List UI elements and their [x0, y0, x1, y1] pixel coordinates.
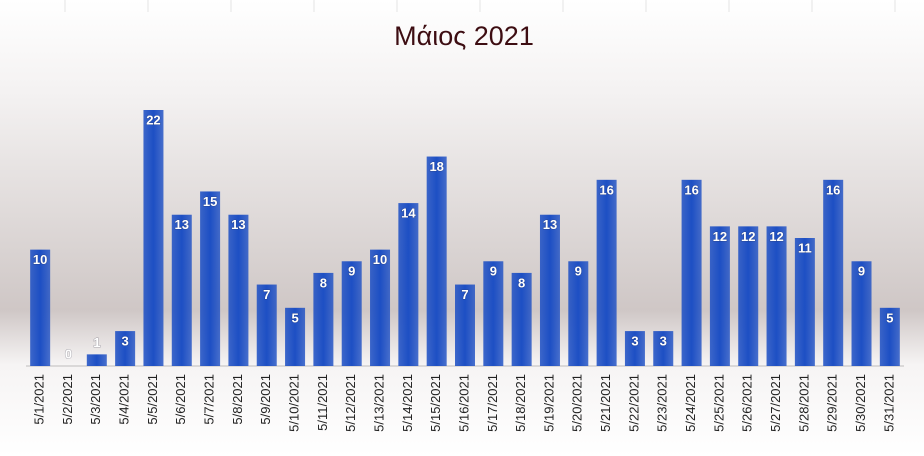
- x-tick-label: 5/27/2021: [768, 374, 783, 432]
- bar: [200, 191, 221, 366]
- bar: [115, 331, 136, 366]
- x-tick-label: 5/4/2021: [117, 374, 132, 425]
- value-label: 12: [741, 229, 755, 244]
- x-tick-label: 5/30/2021: [853, 374, 868, 432]
- bar: [285, 307, 306, 366]
- x-tick-label: 5/29/2021: [825, 374, 840, 432]
- x-tick-label: 5/6/2021: [173, 374, 188, 425]
- x-tick-label: 5/8/2021: [230, 374, 245, 425]
- bar: [313, 272, 334, 366]
- x-tick-label: 5/16/2021: [456, 374, 471, 432]
- bar: [30, 249, 51, 366]
- chart-title: Μάιος 2021: [394, 21, 534, 51]
- x-tick-label: 5/24/2021: [683, 374, 698, 432]
- value-label: 8: [320, 275, 327, 290]
- bar: [455, 284, 475, 366]
- value-label: 12: [769, 229, 783, 244]
- bar: [709, 226, 730, 366]
- value-label: 9: [575, 264, 582, 279]
- bar: [879, 307, 900, 366]
- bar: [398, 203, 419, 366]
- value-label: 3: [631, 334, 638, 349]
- value-label: 15: [203, 194, 217, 209]
- value-label: 16: [684, 182, 698, 197]
- x-tick-label: 5/5/2021: [145, 374, 160, 425]
- value-label: 22: [146, 112, 160, 127]
- value-label: 13: [175, 217, 189, 232]
- value-label: 11: [798, 240, 812, 255]
- x-tick-label: 5/9/2021: [258, 374, 273, 425]
- bar: [539, 214, 560, 366]
- bar: [370, 249, 391, 366]
- bar: [171, 214, 192, 366]
- bar: [766, 226, 787, 366]
- sheet-grid: [64, 0, 896, 12]
- x-tick-label: 5/7/2021: [202, 374, 217, 425]
- value-label: 7: [461, 287, 468, 302]
- x-tick-label: 5/3/2021: [88, 374, 103, 425]
- bar: [794, 238, 815, 366]
- x-tick-label: 5/23/2021: [655, 374, 670, 432]
- bar: [228, 214, 249, 366]
- bar: [511, 272, 532, 366]
- bar: [341, 261, 362, 366]
- x-tick-label: 5/21/2021: [598, 374, 613, 432]
- x-tick-label: 5/1/2021: [32, 374, 47, 425]
- value-label: 12: [713, 229, 727, 244]
- x-tick-label: 5/14/2021: [400, 374, 415, 432]
- value-label: 9: [858, 264, 865, 279]
- value-label: 9: [490, 264, 497, 279]
- value-label: 0: [65, 346, 72, 361]
- bar: [143, 110, 164, 366]
- bar: [624, 331, 645, 366]
- value-label: 13: [543, 217, 557, 232]
- value-label: 7: [263, 287, 270, 302]
- x-tick-label: 5/28/2021: [796, 374, 811, 432]
- value-label: 5: [886, 310, 893, 325]
- x-tick-label: 5/18/2021: [513, 374, 528, 432]
- value-label: 1: [93, 335, 100, 350]
- bar: [86, 354, 107, 366]
- x-tick-label: 5/13/2021: [371, 374, 386, 432]
- value-label: 5: [291, 310, 298, 325]
- x-tick-label: 5/2/2021: [60, 374, 75, 425]
- bar: [681, 179, 702, 366]
- x-tick-label: 5/25/2021: [711, 374, 726, 432]
- bar: [426, 156, 447, 366]
- bar: [653, 331, 674, 366]
- value-label: 9: [348, 264, 355, 279]
- x-tick-label: 5/31/2021: [881, 374, 896, 432]
- value-label: 14: [401, 206, 416, 221]
- x-tick-label: 5/15/2021: [428, 374, 443, 432]
- value-label: 10: [33, 252, 47, 267]
- x-tick-label: 5/22/2021: [626, 374, 641, 432]
- x-tick-label: 5/10/2021: [287, 374, 302, 432]
- value-label: 3: [660, 334, 667, 349]
- bar: [596, 179, 617, 366]
- value-label: 13: [231, 217, 245, 232]
- value-label: 3: [122, 334, 129, 349]
- bar: [256, 284, 277, 366]
- bar: [823, 179, 844, 366]
- value-label: 8: [518, 275, 525, 290]
- x-tick-label: 5/11/2021: [315, 374, 330, 431]
- value-label: 16: [826, 182, 840, 197]
- value-label: 16: [599, 182, 613, 197]
- bar: [483, 261, 504, 366]
- x-tick-label: 5/19/2021: [541, 374, 556, 432]
- x-tick-label: 5/26/2021: [740, 374, 755, 432]
- bar: [568, 261, 589, 366]
- bar: [851, 261, 872, 366]
- value-label: 10: [373, 252, 387, 267]
- x-tick-label: 5/12/2021: [343, 374, 358, 432]
- value-label: 18: [429, 159, 443, 174]
- x-tick-label: 5/17/2021: [485, 374, 500, 432]
- x-tick-label: 5/20/2021: [570, 374, 585, 432]
- bar: [738, 226, 759, 366]
